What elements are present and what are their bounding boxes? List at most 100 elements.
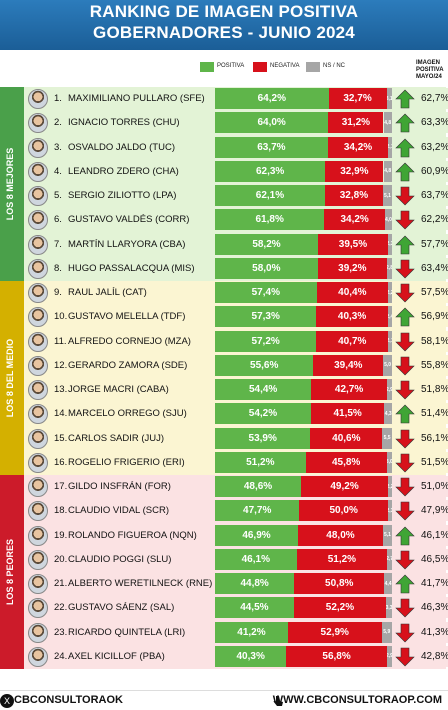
table-row: 16.ROGELIO FRIGERIO (ERI) 51,2% 45,8% 3,0 51… (0, 451, 448, 475)
bar-nsnc: 3,3 (386, 597, 392, 619)
rank-number: 5. (54, 190, 62, 201)
table-row: 21.ALBERTO WERETILNECK (RNE) 44,8% 50,8% 4,… (0, 572, 448, 596)
legend-swatch-negative (253, 62, 267, 72)
bar-nsnc: 5,1 (382, 524, 392, 546)
governor-name: 8. HUGO PASSALACQUA (MIS) (54, 263, 195, 274)
bar-positive: 41,2% (215, 621, 288, 643)
legend-swatch-nsnc (306, 62, 320, 72)
bar-nsnc: 2,3 (387, 233, 392, 255)
trend-up-arrow-icon (395, 404, 415, 424)
governor-photo (28, 137, 48, 158)
group-band: LOS 8 PEORES (0, 475, 24, 669)
governor-photo (28, 525, 48, 546)
governor-photo (28, 646, 48, 667)
bar-positive: 54,2% (215, 403, 311, 425)
trend-down-arrow-icon (395, 380, 415, 400)
bar-positive: 47,7% (215, 500, 300, 522)
title-line-1: RANKING DE IMAGEN POSITIVA (89, 2, 359, 21)
rank-number: 3. (54, 141, 62, 153)
rank-number: 6. (54, 214, 62, 226)
trend-down-arrow-icon (395, 356, 415, 376)
trend-up-arrow-icon (395, 574, 415, 594)
bar-positive: 53,9% (215, 427, 311, 449)
rank-number: 1. (54, 93, 62, 104)
bar-nsnc: 3,1 (386, 88, 392, 109)
trend-up-arrow-icon (395, 235, 415, 254)
trend-down-arrow-icon (395, 332, 415, 351)
bar-positive: 48,6% (215, 476, 302, 497)
table-row: 15.CARLOS SADIR (JUJ) 53,9% 40,6% 5,5 56,1% (0, 427, 448, 451)
governor-name: 17.GILDO INSFRÁN (FOR) (54, 481, 171, 492)
trend-down-arrow-icon (395, 283, 415, 303)
bar-nsnc: 3,0 (386, 451, 392, 473)
governor-name-label: RAUL JALÍL (CAT) (68, 287, 147, 298)
bar-nsnc: 2,9 (386, 645, 392, 667)
bar-nsnc: 4,8 (383, 112, 392, 134)
governor-photo (28, 501, 48, 522)
bar-positive: 55,6% (215, 354, 314, 376)
trend-down-arrow-icon (395, 550, 415, 570)
governor-name-label: IGNACIO TORRES (CHU) (68, 117, 180, 129)
table-row: 18.CLAUDIO VIDAL (SCR) 47,7%50,0%2,3 47,9% (0, 499, 448, 523)
table-row: 19.ROLANDO FIGUEROA (NQN) 46,9% 48,0% 5,1 46… (0, 524, 448, 548)
trend-up-arrow-icon (395, 138, 415, 157)
bar-negative: 34,2% (324, 209, 385, 231)
bar-nsnc: 2,4 (387, 306, 392, 328)
bar-positive: 54,4% (215, 379, 312, 400)
governor-name: 3. OSVALDO JALDO (TUC) (54, 142, 175, 153)
governor-name: 21.ALBERTO WERETILNECK (RNE) (54, 578, 212, 589)
bar-positive: 44,5% (215, 597, 294, 619)
governor-name: 6. GUSTAVO VALDÉS (CORR) (54, 214, 189, 225)
bar-nsnc: 2,8 (387, 257, 392, 279)
governor-name-label: MARCELO ORREGO (SJU) (68, 408, 187, 420)
bar-negative: 40,6% (310, 427, 383, 449)
x-logo-icon: X (0, 694, 14, 708)
governor-name: 12.GERARDO ZAMORA (SDE) (54, 360, 187, 371)
governor-photo (28, 355, 48, 376)
bar-nsnc: 5,5 (382, 427, 392, 449)
governor-name: 19.ROLANDO FIGUEROA (NQN) (54, 530, 197, 541)
bar-nsnc: 2,1 (388, 136, 392, 158)
table-row: 24.AXEL KICILLOF (PBA) 40,3% 56,8% 2,9 42,8% (0, 645, 448, 669)
bar-negative: 32,9% (325, 160, 384, 182)
prev-month-value: 51,5% (419, 451, 448, 473)
governor-photo (28, 210, 48, 231)
table-row: 6. GUSTAVO VALDÉS (CORR) 61,8% 34,2% 4,0 62,2… (0, 208, 448, 232)
table-row: 10.GUSTAVO MELELLA (TDF) 57,3% 40,3% 2,4 56,… (0, 305, 448, 329)
bar-nsnc: 4,4 (384, 573, 392, 594)
footer-right-url[interactable]: WWW.CBCONSULTORAOP.COM (272, 694, 442, 706)
table-row: 11.ALFREDO CORNEJO (MZA) 57,2%40,7%2,1 58,… (0, 330, 448, 354)
governor-name-label: ROLANDO FIGUEROA (NQN) (68, 529, 197, 541)
trend-down-arrow-icon (395, 598, 415, 618)
bar-negative: 40,4% (316, 282, 389, 303)
governor-photo (28, 549, 48, 570)
table-row: 4. LEANDRO ZDERO (CHA) 62,3% 32,9% 4,8 60,9% (0, 160, 448, 184)
governor-name: 20.CLAUDIO POGGI (SLU) (54, 554, 171, 565)
bar-negative: 39,2% (317, 257, 388, 279)
bar-negative: 32,8% (324, 185, 383, 206)
prev-month-value: 62,7% (419, 88, 448, 109)
bar-positive: 46,1% (215, 548, 297, 570)
bar-positive: 57,3% (215, 306, 317, 328)
table-row: 13.JORGE MACRI (CABA) 54,4% 42,7% 2,9 51,8% (0, 378, 448, 402)
trend-down-arrow-icon (395, 453, 415, 473)
bar-positive: 40,3% (215, 645, 287, 667)
prev-month-value: 63,2% (419, 136, 448, 158)
rank-number: 2. (54, 117, 62, 129)
bar-nsnc: 2,1 (388, 330, 392, 352)
governor-name: 4. LEANDRO ZDERO (CHA) (54, 166, 179, 177)
table-row: 7. MARTÍN LLARYORA (CBA) 58,2%39,5%2,3 57,7… (0, 233, 448, 257)
table-row: 5. SERGIO ZILIOTTO (LPA) 62,1% 32,8% 5,1 63,7… (0, 184, 448, 208)
governor-name-label: HUGO PASSALACQUA (MIS) (68, 262, 195, 274)
table-row: 20.CLAUDIO POGGI (SLU) 46,1% 51,2% 2,7 46,5% (0, 548, 448, 572)
rank-number: 19. (54, 529, 68, 541)
governor-name-label: CARLOS SADIR (JUJ) (68, 432, 165, 444)
governor-name-label: ALFREDO CORNEJO (MZA) (68, 335, 191, 347)
governor-name: 13.JORGE MACRI (CABA) (54, 384, 169, 395)
governor-photo (28, 331, 48, 352)
bar-positive: 62,1% (215, 185, 325, 206)
governor-name-label: ALBERTO WERETILNECK (RNE) (68, 578, 213, 589)
governor-name-label: ROGELIO FRIGERIO (ERI) (68, 456, 185, 468)
footer-left-handle: CBCONSULTORAOK (14, 694, 123, 706)
bar-negative: 41,5% (310, 403, 385, 425)
